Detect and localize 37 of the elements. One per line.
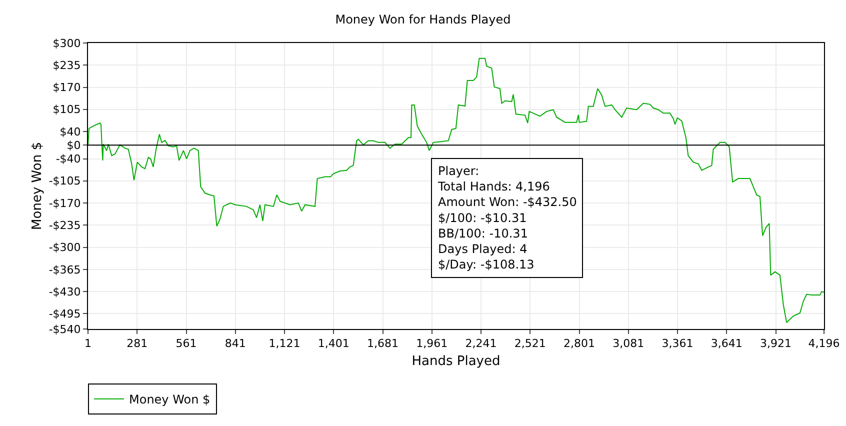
- x-tick-label: 3,641: [710, 337, 742, 350]
- y-tick-label: -$235: [48, 219, 81, 232]
- x-tick-label: 2,801: [564, 337, 595, 350]
- y-tick-label: -$300: [48, 241, 81, 254]
- x-tick-label: 1: [84, 337, 92, 350]
- y-tick-label: -$40: [56, 152, 81, 166]
- x-tick-label: 2,241: [465, 337, 497, 350]
- x-tick-label: 1,121: [268, 337, 300, 350]
- line-series: [88, 58, 824, 324]
- y-tick-label: $40: [60, 125, 81, 138]
- chart-title: Money Won for Hands Played: [335, 12, 511, 26]
- y-tick-label: -$540: [48, 322, 81, 336]
- x-tick-label: 3,921: [760, 337, 792, 350]
- x-tick-label: 3,081: [612, 337, 644, 350]
- y-axis-title: Money Won $: [30, 142, 45, 230]
- y-tick-label: $0: [66, 138, 81, 152]
- x-tick-label: 1,961: [416, 337, 448, 350]
- x-tick-label: 281: [126, 337, 148, 350]
- y-tick-label: $300: [52, 36, 81, 50]
- y-tick-label: -$365: [48, 263, 81, 276]
- legend-label: Money Won $: [129, 392, 210, 407]
- x-tick-label: 561: [176, 337, 197, 350]
- y-tick-label: $105: [52, 103, 81, 116]
- x-tick-label: 841: [224, 337, 246, 350]
- x-tick-label: 4,196: [808, 337, 840, 350]
- x-tick-label: 1,681: [367, 337, 398, 350]
- y-tick-label: -$105: [48, 174, 81, 188]
- y-tick-label: $235: [52, 58, 81, 72]
- x-tick-label: 1,401: [318, 337, 350, 350]
- x-tick-label: 3,361: [662, 337, 694, 350]
- y-tick-label: -$170: [48, 196, 81, 210]
- y-tick-label: $170: [52, 81, 81, 94]
- y-tick-label: -$495: [48, 308, 81, 321]
- x-axis-title: Hands Played: [412, 354, 500, 369]
- x-tick-label: 2,521: [514, 337, 546, 350]
- y-tick-label: -$430: [48, 285, 81, 298]
- annotation: Player: Total Hands: 4,196 Amount Won: -$432.50 $/100: -$10.31 BB/100: -10.31 Days Played: 4 $/Day: -$108.13: [437, 164, 577, 272]
